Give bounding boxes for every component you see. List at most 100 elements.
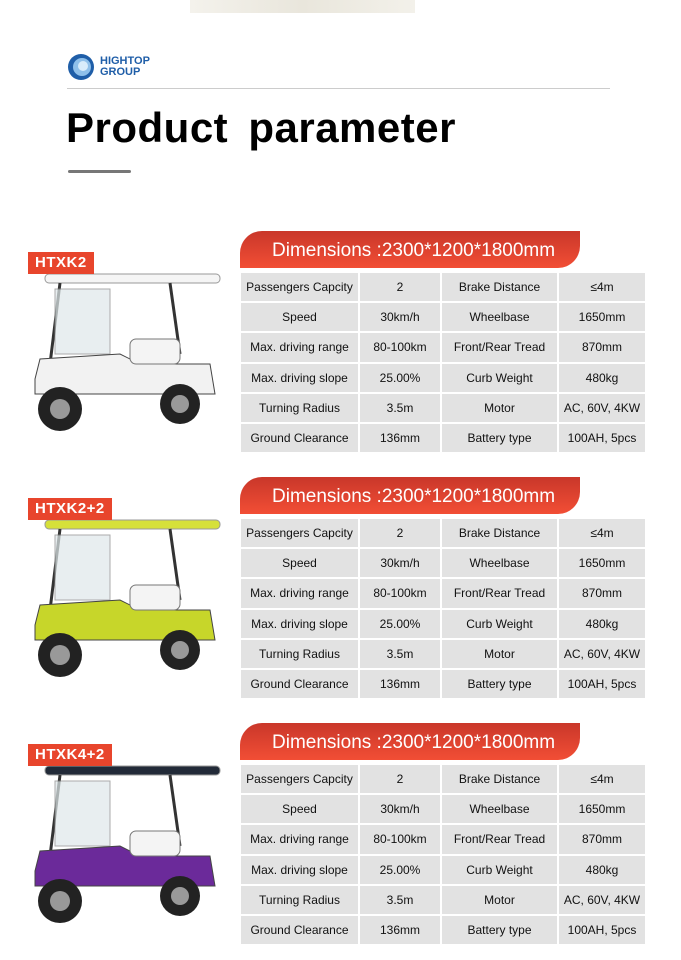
table-cell: Front/Rear Tread: [442, 825, 557, 854]
table-cell: Ground Clearance: [241, 915, 358, 945]
table-cell: Max. driving range: [241, 579, 358, 608]
table-cell: 80-100km: [360, 333, 440, 362]
table-cell: Max. driving slope: [241, 855, 358, 884]
table-cell: 136mm: [360, 669, 440, 699]
table-row: Turning Radius 3.5m Motor AC, 60V, 4KW: [241, 639, 645, 670]
table-cell: Front/Rear Tread: [442, 333, 557, 362]
table-cell: 136mm: [360, 423, 440, 453]
table-cell: Motor: [442, 393, 557, 422]
title-underline: [68, 170, 131, 173]
table-row: Max. driving slope 25.00% Curb Weight 480kg: [241, 609, 645, 640]
table-cell: 100AH, 5pcs: [559, 915, 645, 945]
logo: HIGHTOP GROUP: [66, 52, 150, 82]
table-cell: Motor: [442, 885, 557, 914]
table-cell: 2: [360, 273, 440, 302]
model-tag: HTXK2+2: [28, 498, 112, 520]
page-title: Product parameter: [66, 104, 456, 151]
table-cell: 25.00%: [360, 363, 440, 392]
table-row: Ground Clearance 136mm Battery type 100AH, …: [241, 915, 645, 946]
table-cell: 3.5m: [360, 639, 440, 668]
table-cell: 100AH, 5pcs: [559, 423, 645, 453]
table-cell: 136mm: [360, 915, 440, 945]
table-cell: 30km/h: [360, 795, 440, 824]
table-cell: 25.00%: [360, 855, 440, 884]
table-cell: Curb Weight: [442, 363, 557, 392]
table-cell: 480kg: [559, 855, 645, 884]
spec-table: Passengers Capcity 2 Brake Distance ≤4m Spee…: [241, 519, 645, 700]
product-section: Dimensions :2300*1200*1800mm HTXK2 Passe…: [0, 231, 681, 461]
table-cell: ≤4m: [559, 273, 645, 302]
table-cell: Curb Weight: [442, 609, 557, 638]
table-cell: ≤4m: [559, 765, 645, 794]
table-cell: Passengers Capcity: [241, 765, 358, 794]
table-cell: 3.5m: [360, 393, 440, 422]
table-cell: Battery type: [442, 669, 557, 699]
table-cell: Turning Radius: [241, 393, 358, 422]
divider: [67, 88, 610, 89]
table-row: Max. driving range 80-100km Front/Rear Tre…: [241, 579, 645, 609]
table-cell: Speed: [241, 303, 358, 332]
golf-cart-image: [20, 515, 235, 690]
table-cell: 870mm: [559, 825, 645, 854]
product-section: Dimensions :2300*1200*1800mm HTXK4+2 Pas…: [0, 723, 681, 953]
table-row: Turning Radius 3.5m Motor AC, 60V, 4KW: [241, 393, 645, 424]
table-cell: Max. driving range: [241, 333, 358, 362]
dimensions-banner: Dimensions :2300*1200*1800mm: [240, 231, 580, 268]
table-cell: Wheelbase: [442, 303, 557, 332]
logo-text-2: GROUP: [100, 66, 141, 78]
table-cell: Max. driving slope: [241, 609, 358, 638]
table-cell: ≤4m: [559, 519, 645, 548]
table-cell: 870mm: [559, 579, 645, 608]
spec-table: Passengers Capcity 2 Brake Distance ≤4m Spee…: [241, 765, 645, 946]
table-cell: Passengers Capcity: [241, 273, 358, 302]
globe-logo-icon: [68, 54, 94, 80]
golf-cart-image: [20, 269, 235, 444]
table-row: Max. driving range 80-100km Front/Rear Tre…: [241, 333, 645, 363]
table-cell: 30km/h: [360, 549, 440, 578]
table-row: Ground Clearance 136mm Battery type 100AH, …: [241, 423, 645, 454]
table-row: Ground Clearance 136mm Battery type 100AH, …: [241, 669, 645, 700]
golf-cart-image: [20, 761, 235, 936]
table-cell: 80-100km: [360, 825, 440, 854]
table-cell: Brake Distance: [442, 273, 557, 302]
table-row: Passengers Capcity 2 Brake Distance ≤4m: [241, 273, 645, 303]
table-cell: Battery type: [442, 423, 557, 453]
table-cell: Wheelbase: [442, 795, 557, 824]
table-cell: 1650mm: [559, 303, 645, 332]
model-tag: HTXK2: [28, 252, 94, 274]
table-cell: Turning Radius: [241, 885, 358, 914]
table-cell: Turning Radius: [241, 639, 358, 668]
table-row: Speed 30km/h Wheelbase 1650mm: [241, 303, 645, 333]
table-cell: 80-100km: [360, 579, 440, 608]
table-cell: Motor: [442, 639, 557, 668]
table-cell: Passengers Capcity: [241, 519, 358, 548]
table-cell: 100AH, 5pcs: [559, 669, 645, 699]
table-cell: 480kg: [559, 609, 645, 638]
top-image-fragment: [190, 0, 415, 13]
table-cell: 3.5m: [360, 885, 440, 914]
table-cell: Brake Distance: [442, 519, 557, 548]
table-row: Passengers Capcity 2 Brake Distance ≤4m: [241, 765, 645, 795]
product-section: Dimensions :2300*1200*1800mm HTXK2+2 Pas…: [0, 477, 681, 707]
table-cell: Curb Weight: [442, 855, 557, 884]
table-cell: 1650mm: [559, 795, 645, 824]
table-cell: Front/Rear Tread: [442, 579, 557, 608]
table-row: Passengers Capcity 2 Brake Distance ≤4m: [241, 519, 645, 549]
spec-table: Passengers Capcity 2 Brake Distance ≤4m Spee…: [241, 273, 645, 454]
table-cell: Ground Clearance: [241, 669, 358, 699]
table-cell: 870mm: [559, 333, 645, 362]
table-cell: Wheelbase: [442, 549, 557, 578]
table-cell: Brake Distance: [442, 765, 557, 794]
table-row: Speed 30km/h Wheelbase 1650mm: [241, 795, 645, 825]
table-cell: 2: [360, 765, 440, 794]
table-cell: AC, 60V, 4KW: [559, 393, 645, 422]
table-cell: 30km/h: [360, 303, 440, 332]
table-cell: AC, 60V, 4KW: [559, 639, 645, 668]
table-cell: Speed: [241, 549, 358, 578]
model-tag: HTXK4+2: [28, 744, 112, 766]
table-cell: 1650mm: [559, 549, 645, 578]
table-row: Max. driving slope 25.00% Curb Weight 480kg: [241, 855, 645, 886]
table-row: Max. driving range 80-100km Front/Rear Tre…: [241, 825, 645, 855]
table-cell: Max. driving range: [241, 825, 358, 854]
table-row: Speed 30km/h Wheelbase 1650mm: [241, 549, 645, 579]
